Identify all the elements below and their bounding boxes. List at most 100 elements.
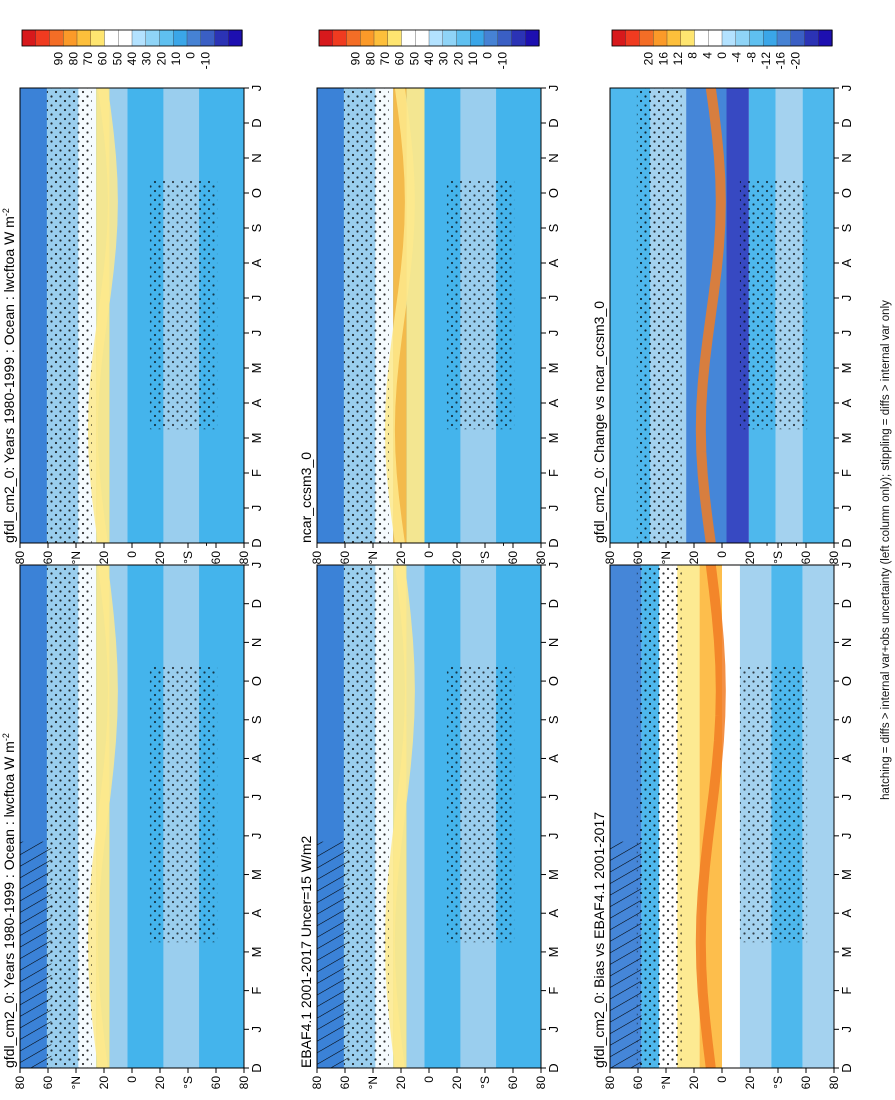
colorbar-swatch [511,29,526,47]
x-tick-label: A [546,398,561,407]
x-tick-label: S [546,223,561,232]
field-wave [695,564,726,1069]
x-tick-label: J [546,562,561,569]
x-tick-label: J [839,562,854,569]
y-tick-label: 80 [237,1076,251,1090]
y-tick-label: °S [181,1076,195,1089]
y-tick-label: 60 [41,551,55,565]
stippling [46,88,92,543]
colorbar-label: -10 [495,52,509,70]
y-tick-label: 0 [715,551,729,558]
colorbar-swatch [214,29,229,47]
y-tick-label: °N [69,551,83,564]
x-tick-label: A [249,258,264,267]
y-tick-label: °N [659,1076,673,1089]
y-tick-label: 60 [799,1076,813,1090]
x-tick-label: M [546,363,561,374]
colorbar-swatch [228,29,243,47]
colorbar-label: 90 [349,52,363,66]
x-tick-label: S [839,715,854,724]
x-tick-label: M [249,869,264,880]
colorbar-swatch [346,29,361,47]
colorbar-label: 40 [422,52,436,66]
field-band [722,565,740,1068]
stippling [149,179,218,430]
colorbar-swatch [666,29,682,47]
colorbar-swatch [763,29,778,47]
y-tick-label: 0 [422,551,436,558]
stippling [446,179,515,430]
colorbar-swatch [35,29,51,47]
stippling [446,665,515,943]
hatching [317,841,349,1068]
colorbar-frame [611,29,833,47]
stippling [343,88,389,543]
hatching [20,841,52,1068]
x-tick-label: J [249,295,264,302]
colorbar-label: 30 [437,52,451,66]
colorbar-label: 10 [169,52,183,66]
y-tick-label: 20 [97,551,111,565]
colorbar-label: -10 [198,52,212,70]
stippling [46,565,92,1068]
colorbar-swatch [708,29,723,47]
x-tick-label: O [839,188,854,198]
x-tick-label: M [249,433,264,444]
y-tick-label: 80 [13,1076,27,1090]
x-tick-label: J [249,833,264,840]
colorbar-swatch [721,29,737,47]
y-tick-label: °N [366,1076,380,1089]
x-tick-label: J [839,1026,854,1033]
y-tick-label: 60 [631,1076,645,1090]
colorbar-label: 20 [642,52,656,66]
y-tick-label: 20 [450,1076,464,1090]
y-tick-label: 20 [394,1076,408,1090]
field-band [802,88,834,543]
x-tick-label: O [249,188,264,198]
colorbar-label: 80 [363,52,377,66]
footnote: hatching = diffs > internal var+obs unce… [880,300,892,800]
x-tick-label: O [839,676,854,686]
field-wave [87,564,118,1069]
colorbar-swatch [735,29,751,47]
stippling [636,88,682,543]
panel-observations: EBAF4.1 2001-2017 Uncer=15 W/m2 D J F M A M J J A… [298,506,561,1090]
x-tick-label: N [839,638,854,647]
x-tick-label: J [546,330,561,337]
colorbar-swatch [680,29,696,47]
colorbar-swatch [694,29,709,47]
y-tick-label: 80 [310,1076,324,1090]
x-tick-label: D [249,118,264,127]
y-tick-label: °S [771,1076,785,1089]
panel-title: ncar_ccsm3_0 [298,452,314,543]
colorbar-swatch [470,29,485,47]
colorbar-swatch [790,29,806,47]
x-tick-label: F [249,987,264,995]
x-tick-label: M [249,947,264,958]
field-band [317,88,344,543]
x-tick-label: S [839,223,854,232]
x-tick-label: M [546,869,561,880]
x-tick-label: J [249,562,264,569]
panels: gfdl_cm2_0: Years 1980-1999 : Ocean : lw… [1,29,854,1090]
x-tick-label: J [249,794,264,801]
stippling [636,565,682,1068]
colorbar-label: -12 [759,52,773,70]
y-tick-label: 80 [534,1076,548,1090]
colorbar-label: 70 [378,52,392,66]
colorbar-swatch [442,29,458,47]
x-tick-label: D [546,118,561,127]
x-tick-label: A [546,754,561,763]
colorbar-swatch [49,29,64,47]
x-tick-label: S [249,715,264,724]
x-tick-label: N [249,153,264,162]
colorbar-label: 50 [407,52,421,66]
x-tick-label: M [839,363,854,374]
x-tick-label: S [249,223,264,232]
x-tick-label: J [839,85,854,92]
x-tick-label: A [249,398,264,407]
x-tick-label: D [249,1063,264,1072]
panel-title: gfdl_cm2_0: Bias vs EBAF4.1 2001-2017 [591,812,607,1068]
colorbar-swatch [76,29,92,47]
